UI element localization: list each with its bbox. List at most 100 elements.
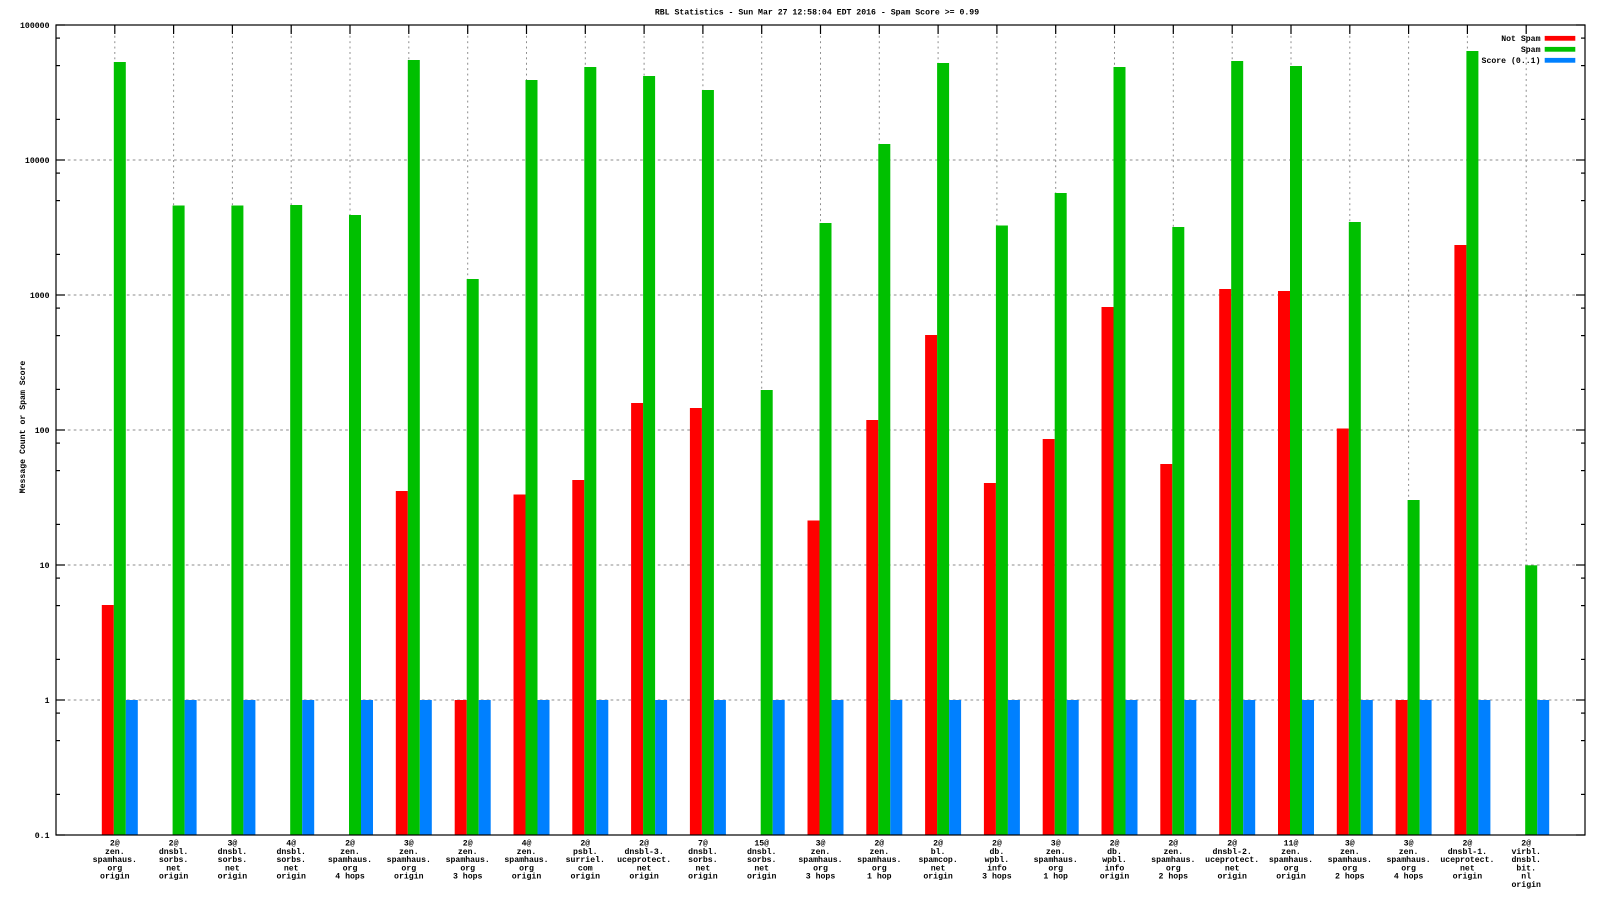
svg-text:origin: origin [218, 872, 248, 882]
svg-text:bl.: bl. [931, 847, 946, 857]
svg-text:zen.: zen. [458, 848, 478, 857]
svg-text:info: info [987, 863, 1007, 873]
svg-text:sorbs.: sorbs. [159, 855, 188, 865]
svg-text:RBL Statistics - Sun Mar 27 12: RBL Statistics - Sun Mar 27 12:58:04 EDT… [655, 7, 979, 17]
svg-text:1: 1 [45, 697, 50, 706]
svg-text:origin: origin [1276, 872, 1306, 882]
svg-text:origin: origin [923, 872, 953, 882]
svg-text:origin: origin [1511, 880, 1541, 890]
svg-text:3@: 3@ [1345, 839, 1355, 849]
svg-text:virbl.: virbl. [1511, 847, 1540, 857]
svg-text:net: net [166, 864, 181, 873]
svg-text:origin: origin [629, 872, 659, 882]
svg-text:spamhaus.: spamhaus. [446, 855, 490, 865]
svg-text:dnsbl.: dnsbl. [747, 847, 776, 857]
svg-text:net: net [225, 864, 240, 873]
svg-text:2@: 2@ [1110, 839, 1120, 849]
svg-text:surriel.: surriel. [566, 855, 605, 865]
svg-text:info: info [1105, 863, 1125, 873]
svg-text:0.1: 0.1 [35, 832, 50, 841]
svg-text:1000: 1000 [30, 292, 50, 301]
svg-text:dnsbl-2.: dnsbl-2. [1213, 847, 1252, 857]
svg-text:spamhaus.: spamhaus. [1328, 855, 1372, 865]
svg-text:zen.: zen. [1399, 848, 1419, 857]
svg-text:7@: 7@ [698, 839, 708, 849]
svg-text:spamhaus.: spamhaus. [1269, 855, 1313, 865]
svg-text:org: org [401, 864, 416, 873]
svg-text:db.: db. [1107, 847, 1122, 857]
svg-text:spamhaus.: spamhaus. [1151, 855, 1195, 865]
svg-text:3@: 3@ [227, 839, 237, 849]
svg-text:sorbs.: sorbs. [747, 855, 776, 865]
svg-text:1 hop: 1 hop [867, 872, 892, 882]
svg-text:Spam: Spam [1521, 46, 1541, 55]
svg-text:zen.: zen. [1340, 848, 1360, 857]
svg-text:zen.: zen. [811, 848, 831, 857]
svg-text:org: org [460, 864, 475, 873]
svg-text:2 hops: 2 hops [1335, 872, 1365, 882]
svg-text:dnsbl.: dnsbl. [276, 847, 305, 857]
svg-text:org: org [519, 864, 534, 873]
svg-text:3@: 3@ [816, 839, 826, 849]
svg-text:spamhaus.: spamhaus. [857, 855, 901, 865]
svg-text:3@: 3@ [404, 839, 414, 849]
svg-text:com: com [578, 864, 593, 873]
svg-text:2@: 2@ [874, 839, 884, 849]
svg-text:100000: 100000 [20, 22, 50, 31]
svg-text:2@: 2@ [463, 839, 473, 849]
svg-text:org: org [1342, 864, 1357, 873]
svg-text:psbl.: psbl. [573, 847, 598, 857]
svg-text:zen.: zen. [1163, 848, 1183, 857]
svg-text:org: org [1048, 864, 1063, 873]
svg-text:origin: origin [1100, 872, 1130, 882]
svg-text:wpbl.: wpbl. [985, 855, 1010, 865]
svg-text:4 hops: 4 hops [335, 872, 365, 882]
svg-text:origin: origin [688, 872, 718, 882]
svg-text:sorbs.: sorbs. [688, 855, 717, 865]
svg-text:uceprotect.: uceprotect. [1205, 856, 1259, 865]
svg-text:dnsbl.: dnsbl. [218, 847, 247, 857]
svg-text:origin: origin [100, 872, 130, 882]
svg-text:2@: 2@ [169, 839, 179, 849]
svg-text:Not Spam: Not Spam [1501, 35, 1540, 44]
svg-text:org: org [343, 864, 358, 873]
svg-text:15@: 15@ [754, 839, 769, 849]
svg-text:spamhaus.: spamhaus. [328, 855, 372, 865]
svg-text:uceprotect.: uceprotect. [617, 856, 671, 865]
svg-text:2@: 2@ [1521, 839, 1531, 849]
svg-text:spamhaus.: spamhaus. [504, 855, 548, 865]
svg-text:3 hops: 3 hops [806, 872, 836, 882]
svg-text:net: net [637, 864, 652, 873]
svg-text:net: net [696, 864, 711, 873]
svg-text:net: net [284, 864, 299, 873]
svg-text:2@: 2@ [1168, 839, 1178, 849]
svg-text:100: 100 [35, 427, 50, 436]
svg-text:4@: 4@ [522, 839, 532, 849]
svg-text:origin: origin [1453, 872, 1483, 882]
svg-text:spamhaus.: spamhaus. [93, 855, 137, 865]
svg-text:Message Count or Spam Score: Message Count or Spam Score [19, 361, 28, 494]
svg-text:zen.: zen. [1281, 848, 1301, 857]
svg-text:zen.: zen. [1046, 848, 1066, 857]
svg-text:10000: 10000 [25, 157, 50, 166]
svg-text:db.: db. [990, 847, 1005, 857]
svg-text:spamhaus.: spamhaus. [387, 855, 431, 865]
svg-text:10: 10 [40, 562, 50, 571]
svg-text:3 hops: 3 hops [453, 872, 483, 882]
svg-text:3 hops: 3 hops [982, 872, 1012, 882]
svg-text:dnsbl-1.: dnsbl-1. [1448, 847, 1487, 857]
svg-text:2@: 2@ [1462, 839, 1472, 849]
svg-text:zen.: zen. [105, 848, 125, 857]
svg-text:zen.: zen. [869, 848, 889, 857]
svg-text:uceprotect.: uceprotect. [1440, 856, 1494, 865]
svg-text:org: org [813, 864, 828, 873]
svg-text:spamhaus.: spamhaus. [1034, 855, 1078, 865]
svg-text:2@: 2@ [992, 839, 1002, 849]
svg-text:dnsbl.: dnsbl. [1511, 855, 1540, 865]
svg-text:spamcop.: spamcop. [918, 856, 957, 865]
svg-text:origin: origin [571, 872, 601, 882]
svg-text:dnsbl.: dnsbl. [688, 847, 717, 857]
svg-text:zen.: zen. [399, 848, 419, 857]
svg-text:origin: origin [1217, 872, 1247, 882]
svg-text:origin: origin [394, 872, 424, 882]
